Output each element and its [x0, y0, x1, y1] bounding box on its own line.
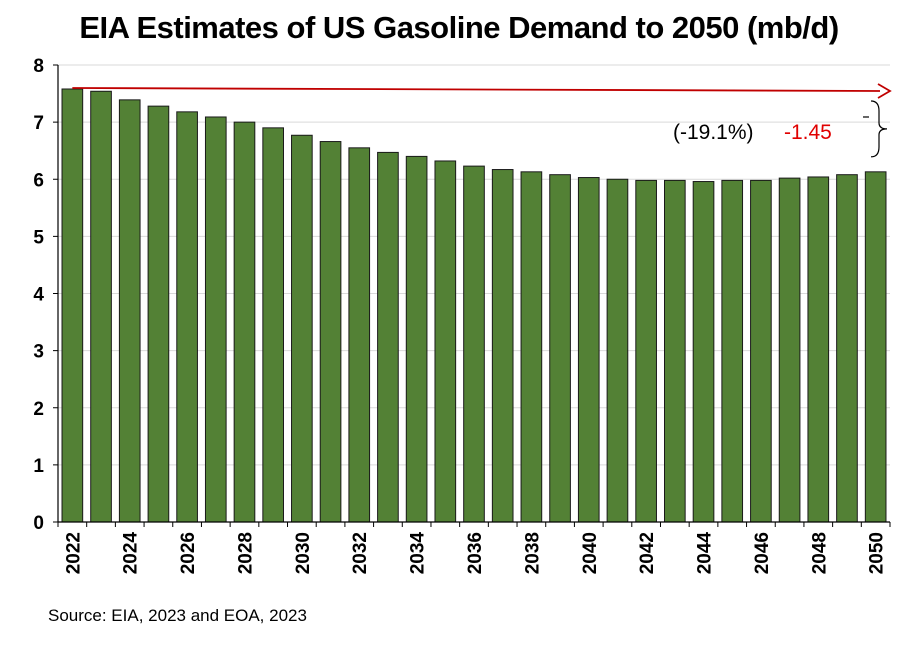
x-tick-label: 2050 [867, 532, 888, 574]
source-note: Source: EIA, 2023 and EOA, 2023 [48, 606, 307, 625]
y-tick-label: 3 [33, 342, 44, 363]
bar [549, 174, 571, 523]
x-tick-label: 2028 [235, 532, 256, 574]
axes [53, 64, 891, 527]
change-brace [870, 100, 888, 158]
y-tick-label: 7 [33, 113, 44, 134]
delta-change-label: -1.45 [784, 121, 832, 144]
x-tick-label: 2032 [350, 532, 371, 574]
arrow-line [72, 87, 881, 92]
x-tick-label: 2048 [809, 532, 830, 574]
x-tick-label: 2026 [178, 532, 199, 574]
bar [434, 160, 457, 523]
y-tick-label: 0 [33, 513, 44, 534]
y-axis-tick-labels: 0 1 2 3 4 5 6 7 8 [33, 56, 44, 534]
bar [61, 88, 84, 523]
bar [405, 155, 428, 523]
bar [721, 179, 744, 523]
bar [291, 134, 313, 523]
bar [204, 116, 227, 523]
x-tick-label: 2046 [752, 532, 773, 574]
bar [463, 165, 485, 523]
x-tick-label: 2034 [408, 532, 429, 575]
bar [606, 178, 629, 523]
bar [750, 179, 772, 523]
y-tick-label: 4 [33, 285, 44, 306]
bar [176, 111, 198, 523]
bar [864, 171, 887, 523]
y-tick-label: 6 [33, 170, 44, 191]
y-tick-label: 2 [33, 399, 44, 420]
bars [61, 88, 887, 523]
arrow-head [877, 83, 892, 99]
x-axis-tick-labels: 2022 2024 2026 2028 2030 2032 2034 2036 2038 2040… [63, 532, 887, 575]
x-tick-label: 2042 [637, 532, 658, 574]
y-tick-label: 1 [33, 456, 44, 477]
bar [90, 90, 112, 523]
bar [118, 99, 141, 523]
bar [807, 176, 830, 523]
bar [635, 179, 657, 523]
x-tick-label: 2044 [695, 532, 716, 575]
bar [836, 174, 858, 523]
bar [577, 177, 600, 523]
bar [377, 151, 399, 523]
x-tick-label: 2024 [121, 532, 142, 575]
bar [778, 177, 801, 523]
bar [520, 171, 543, 523]
x-tick-label: 2022 [63, 532, 84, 574]
bar [147, 105, 170, 523]
x-tick-label: 2040 [580, 532, 601, 574]
chart-title: EIA Estimates of US Gasoline Demand to 2… [79, 10, 839, 45]
bar [348, 147, 371, 523]
y-tick-label: 8 [33, 56, 44, 77]
x-tick-label: 2038 [522, 532, 543, 574]
x-tick-label: 2036 [465, 532, 486, 574]
bar [491, 169, 514, 523]
change-annotation: (-19.1%) -1.45 [72, 83, 892, 158]
bar [319, 141, 342, 523]
percent-change-label: (-19.1%) [673, 121, 754, 144]
bar [262, 127, 284, 523]
bar [664, 179, 686, 523]
bar [692, 181, 715, 523]
bar [233, 121, 256, 523]
y-tick-label: 5 [33, 227, 44, 248]
x-tick-label: 2030 [293, 532, 314, 574]
